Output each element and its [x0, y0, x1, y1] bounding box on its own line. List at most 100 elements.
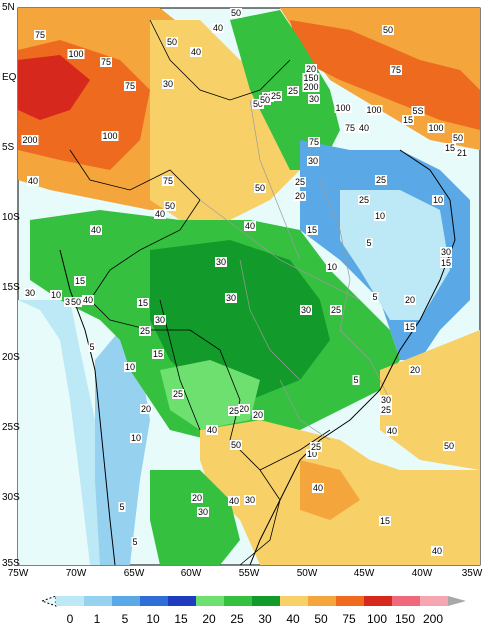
- contour-value-label: 25: [293, 177, 307, 187]
- contour-value-label: 15: [439, 258, 453, 268]
- legend-tick-100: 100: [366, 612, 388, 626]
- contour-value-label: 25: [269, 91, 283, 101]
- lon-label-70w: 70W: [65, 568, 87, 579]
- northeast-red: [290, 20, 480, 130]
- lon-label-45w: 45W: [353, 568, 375, 579]
- contour-value-label: 30: [224, 293, 238, 303]
- contour-value-label: 20: [403, 295, 417, 305]
- contour-value-label: 20: [251, 410, 265, 420]
- contour-value-label: 75: [99, 57, 113, 67]
- contour-value-label: 40: [89, 225, 103, 235]
- south-green: [150, 470, 240, 565]
- contour-value-label: 25: [379, 405, 393, 415]
- lat-label-35s: 35S: [2, 558, 20, 569]
- contour-value-label: 75: [343, 123, 357, 133]
- contour-value-label: 15: [136, 298, 150, 308]
- contour-value-label: 25: [171, 389, 185, 399]
- lat-label-25s: 25S: [2, 422, 20, 433]
- amazon-green-2: [230, 10, 340, 170]
- contour-value-label: 30: [196, 507, 210, 517]
- legend-tick-75: 75: [342, 612, 356, 626]
- contour-value-label: 40: [430, 546, 444, 556]
- contour-value-label: 20: [190, 493, 204, 503]
- contour-value-label: 50: [229, 8, 243, 18]
- contour-value-label: 15: [305, 225, 319, 235]
- contour-value-label: 150: [302, 73, 320, 83]
- contour-value-label: 40: [211, 23, 225, 33]
- contour-value-label: 75: [33, 30, 47, 40]
- contour-value-label: 10: [431, 195, 445, 205]
- contour-value-label: 15: [443, 143, 457, 153]
- contour-value-label: 50: [251, 99, 265, 109]
- contour-value-label: 10: [373, 211, 387, 221]
- contour-value-label: 25: [374, 175, 388, 185]
- contour-value-label: 40: [385, 426, 399, 436]
- contour-value-label: 5: [88, 342, 96, 352]
- contour-value-label: 200: [21, 135, 39, 145]
- contour-value-label: 50: [258, 95, 272, 105]
- contour-value-label: 10: [129, 433, 143, 443]
- contour-value-label: 40: [26, 176, 40, 186]
- lat-label-10s: 10S: [2, 212, 20, 223]
- legend-tick-0: 0: [66, 612, 74, 626]
- lat-label-eq: EQ: [2, 72, 17, 83]
- legend-tick-40: 40: [286, 612, 300, 626]
- contour-value-label: 10: [325, 262, 339, 272]
- contour-value-label: 50: [165, 37, 179, 47]
- legend-tick-150: 150: [394, 612, 416, 626]
- contour-value-label: 30: [153, 315, 167, 325]
- south-orange-blobs: [300, 460, 360, 520]
- legend-tick-30: 30: [258, 612, 272, 626]
- contour-value-label: 25: [357, 195, 371, 205]
- contour-value-label: 100: [365, 105, 383, 115]
- contour-value-label: 75: [389, 65, 403, 75]
- lon-label-60w: 60W: [180, 568, 202, 579]
- legend-tick-1: 1: [93, 612, 101, 626]
- contour-value-label: 75: [161, 176, 175, 186]
- contour-value-label: 30: [161, 79, 175, 89]
- northwest-deep-red: [18, 55, 90, 120]
- contour-value-label: 50: [442, 441, 456, 451]
- contour-value-label: 50: [163, 201, 177, 211]
- contour-value-label: 15: [401, 115, 415, 125]
- contour-value-label: 30: [379, 395, 393, 405]
- legend-tick-25: 25: [230, 612, 244, 626]
- contour-value-label: 30: [306, 156, 320, 166]
- contour-value-label: 30: [439, 247, 453, 257]
- contour-value-label: 100: [67, 49, 85, 59]
- contour-value-label: 50: [451, 133, 465, 143]
- contour-value-label: 20: [293, 191, 307, 201]
- contour-value-label: 40: [357, 123, 371, 133]
- lon-label-75w: 75W: [7, 568, 29, 579]
- lon-label-40w: 40W: [411, 568, 433, 579]
- lat-label-5s: 5S: [2, 142, 15, 153]
- contour-value-label: 40: [243, 221, 257, 231]
- lat-label-15s: 15S: [2, 282, 20, 293]
- contour-value-label: 100: [334, 103, 352, 113]
- contour-value-label: 5: [371, 292, 379, 302]
- lat-label-30s: 30S: [2, 492, 20, 503]
- contour-value-label: 40: [205, 425, 219, 435]
- legend-tick-5: 5: [121, 612, 129, 626]
- pacific-moderate: [18, 300, 90, 565]
- contour-value-label: 100: [101, 131, 119, 141]
- lon-label-50w: 50W: [296, 568, 318, 579]
- contour-value-label: 20: [237, 404, 251, 414]
- lon-label-65w: 65W: [123, 568, 145, 579]
- contour-value-label: 30: [307, 94, 321, 104]
- lon-label-55w: 55W: [238, 568, 260, 579]
- contour-value-label: 5: [118, 502, 126, 512]
- contour-value-label: 200: [302, 82, 320, 92]
- contour-value-label: 25: [138, 326, 152, 336]
- legend-tick-200: 200: [422, 612, 444, 626]
- contour-value-label: 5: [131, 537, 139, 547]
- contour-value-label: 5: [365, 238, 373, 248]
- contour-value-label: 75: [123, 81, 137, 91]
- contour-value-label: 40: [227, 496, 241, 506]
- contour-value-label: 30: [23, 288, 37, 298]
- state-borders: [199, 99, 391, 441]
- contour-value-label: 15: [151, 349, 165, 359]
- contour-value-label: 10: [305, 449, 319, 459]
- contour-value-label: 15: [378, 516, 392, 526]
